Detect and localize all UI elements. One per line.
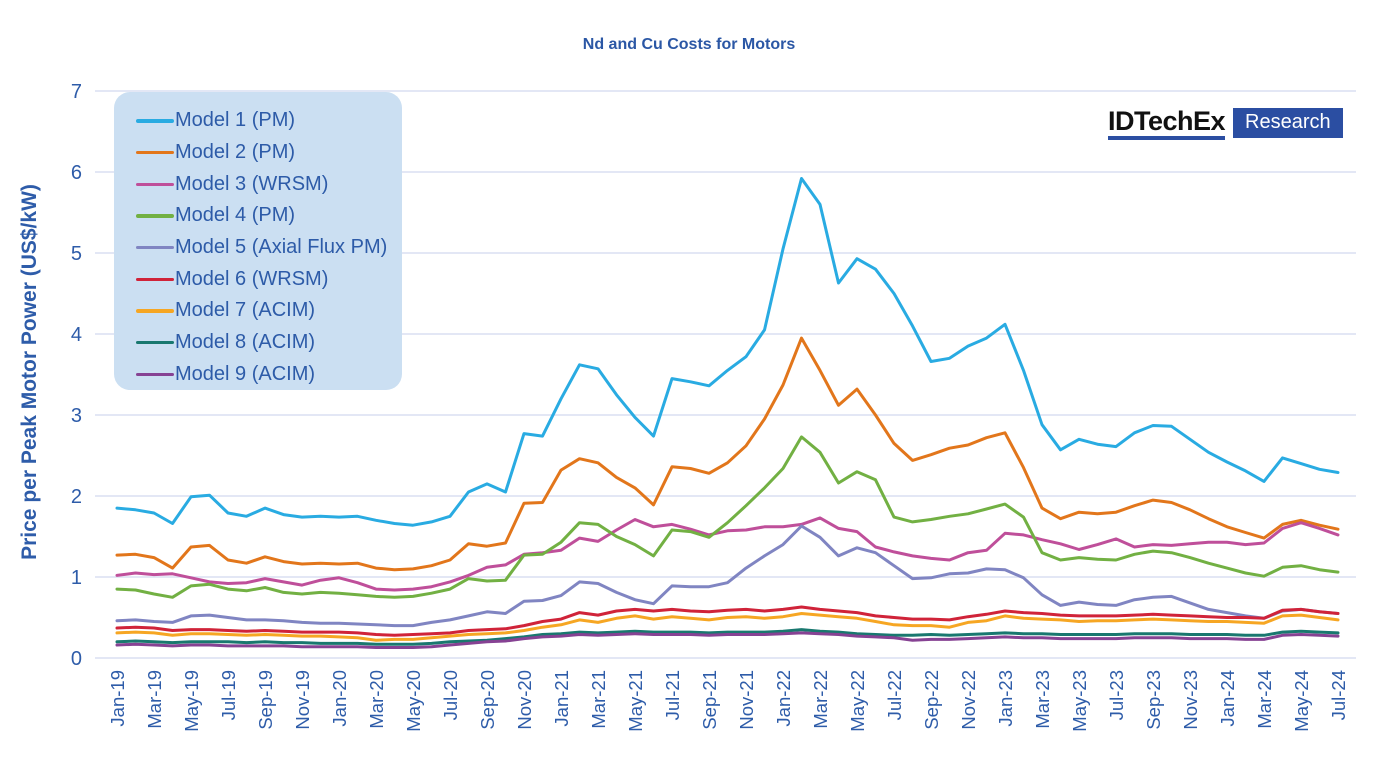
x-tick-label: May-24 [1291, 670, 1312, 732]
x-tick-label: Sep-23 [1143, 670, 1164, 730]
x-tick-label: Mar-20 [366, 670, 387, 729]
x-tick-label: Sep-21 [699, 670, 720, 730]
y-tick-label: 3 [71, 405, 82, 427]
x-tick-label: Jan-20 [329, 670, 350, 727]
x-tick-label: Jan-19 [107, 670, 128, 727]
legend-swatch [136, 182, 174, 186]
idtechex-logo: IDTechEx Research [1108, 108, 1343, 140]
y-tick-label: 6 [71, 162, 82, 184]
x-tick-label: Sep-22 [921, 670, 942, 730]
y-tick-label: 2 [71, 486, 82, 508]
legend-items: Model 1 (PM) Model 2 (PM) Model 3 (WRSM) Mo… [136, 105, 402, 390]
legend-label: Model 9 (ACIM) [175, 362, 316, 385]
x-tick-label: Mar-19 [144, 670, 165, 729]
x-tick-label: Jan-23 [995, 670, 1016, 727]
x-tick-label: Jul-23 [1106, 670, 1127, 720]
chart-legend: Model 1 (PM) Model 2 (PM) Model 3 (WRSM) Mo… [114, 92, 402, 390]
x-tick-label: May-20 [403, 670, 424, 732]
series-line-5 [115, 524, 1340, 628]
x-tick-label: Nov-20 [514, 670, 535, 730]
series-line-1 [115, 177, 1340, 527]
legend-label: Model 5 (Axial Flux PM) [175, 236, 388, 259]
logo-product-badge: Research [1233, 108, 1343, 138]
legend-item: Model 1 (PM) [136, 105, 402, 137]
x-tick-label: Sep-19 [255, 670, 276, 730]
legend-swatch [136, 214, 174, 218]
x-tick-label: Nov-19 [292, 670, 313, 730]
series-line-6 [115, 605, 1340, 637]
legend-item: Model 9 (ACIM) [136, 359, 402, 391]
chart-title: Nd and Cu Costs for Motors [582, 36, 796, 53]
legend-label: Model 6 (WRSM) [175, 267, 329, 290]
legend-item: Model 5 (Axial Flux PM) [136, 232, 402, 264]
x-tick-label: Jan-21 [551, 670, 572, 727]
legend-swatch [136, 277, 174, 281]
series-line-9 [115, 631, 1340, 649]
legend-label: Model 4 (PM) [175, 204, 296, 227]
x-tick-label: Nov-23 [1180, 670, 1201, 730]
legend-swatch [136, 309, 174, 313]
legend-swatch [136, 150, 174, 155]
x-tick-label: Jul-21 [662, 670, 683, 720]
y-tick-label: 1 [71, 567, 82, 589]
x-tick-label: May-21 [625, 670, 646, 732]
logo-underline [1108, 136, 1226, 140]
x-tick-label: Jul-24 [1328, 670, 1349, 720]
series-line-8 [115, 628, 1340, 646]
x-tick-label: May-22 [847, 670, 868, 732]
legend-item: Model 7 (ACIM) [136, 295, 402, 327]
y-tick-label: 5 [71, 243, 82, 265]
legend-label: Model 2 (PM) [175, 141, 296, 164]
legend-item: Model 2 (PM) [136, 137, 402, 169]
legend-swatch [136, 119, 174, 123]
x-tick-label: Nov-22 [958, 670, 979, 730]
x-tick-label: Jul-19 [218, 670, 239, 720]
x-tick-label: Mar-24 [1254, 670, 1275, 729]
x-tick-label: Sep-20 [477, 670, 498, 730]
x-tick-label: May-19 [181, 670, 202, 732]
series-line-3 [115, 516, 1340, 592]
x-tick-label: Jul-22 [884, 670, 905, 720]
x-tick-label: Mar-23 [1032, 670, 1053, 729]
x-tick-label: May-23 [1069, 670, 1090, 732]
legend-swatch [136, 340, 174, 345]
legend-item: Model 6 (WRSM) [136, 263, 402, 295]
x-tick-label: Nov-21 [736, 670, 757, 730]
legend-item: Model 8 (ACIM) [136, 327, 402, 359]
series-line-7 [115, 612, 1340, 642]
x-tick-label: Jan-24 [1217, 670, 1238, 727]
legend-item: Model 4 (PM) [136, 200, 402, 232]
y-tick-label: 0 [71, 648, 82, 670]
y-tick-label: 7 [71, 81, 82, 103]
x-tick-label: Jul-20 [440, 670, 461, 720]
legend-item: Model 3 (WRSM) [136, 168, 402, 200]
legend-label: Model 8 (ACIM) [175, 331, 316, 354]
x-tick-label: Mar-22 [810, 670, 831, 729]
series-line-4 [115, 435, 1340, 599]
legend-swatch [136, 245, 174, 250]
legend-swatch [136, 372, 174, 377]
legend-label: Model 7 (ACIM) [175, 299, 316, 322]
y-tick-label: 4 [71, 324, 82, 346]
legend-label: Model 1 (PM) [175, 109, 296, 132]
logo-brand-text: IDTechEx [1108, 106, 1226, 136]
legend-label: Model 3 (WRSM) [175, 172, 329, 195]
x-tick-label: Mar-21 [588, 670, 609, 729]
logo-brand-wrap: IDTechEx [1108, 106, 1226, 140]
x-tick-label: Jan-22 [773, 670, 794, 727]
series-line-2 [115, 336, 1340, 572]
